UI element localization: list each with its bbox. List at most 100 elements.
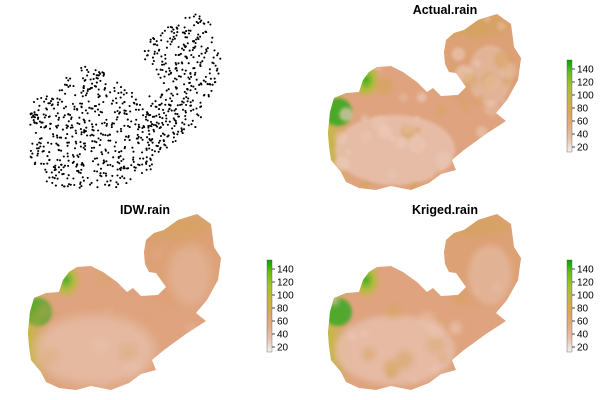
- sample-point: [207, 21, 210, 24]
- sample-point: [76, 163, 79, 166]
- legend-tick-label: 20: [577, 343, 589, 354]
- sample-point: [188, 81, 191, 85]
- sample-point: [157, 108, 161, 111]
- sample-point: [134, 123, 137, 126]
- sample-point: [212, 56, 215, 59]
- sample-point: [187, 32, 191, 35]
- sample-point: [157, 141, 160, 144]
- sample-point: [81, 95, 84, 98]
- sample-point: [193, 73, 196, 76]
- sample-point: [177, 115, 180, 118]
- sample-point: [118, 106, 121, 109]
- sample-point: [199, 82, 202, 85]
- sample-point: [92, 129, 95, 132]
- sample-point: [73, 147, 77, 150]
- sample-point: [162, 63, 166, 66]
- sample-point: [171, 140, 174, 143]
- sample-point: [161, 68, 164, 72]
- sample-point: [80, 133, 83, 136]
- sample-point: [78, 153, 81, 156]
- sample-point: [191, 40, 195, 43]
- sample-point: [138, 164, 141, 167]
- sample-point: [181, 47, 184, 50]
- sample-point: [172, 28, 175, 31]
- sample-point: [186, 42, 189, 45]
- sample-point: [114, 97, 118, 100]
- sample-point: [33, 163, 36, 166]
- sample-point: [172, 136, 175, 139]
- sample-point: [206, 83, 209, 86]
- sample-point: [79, 102, 82, 105]
- sample-point: [180, 128, 184, 132]
- sample-point: [205, 50, 208, 53]
- sample-point: [48, 127, 52, 130]
- sample-point: [149, 120, 153, 123]
- sample-point: [58, 98, 61, 101]
- sample-point: [182, 128, 186, 131]
- sample-point: [140, 136, 143, 139]
- sample-point: [117, 183, 120, 186]
- sample-point: [156, 52, 159, 55]
- sample-point: [155, 68, 158, 71]
- sample-point: [98, 71, 101, 74]
- sample-point: [162, 111, 166, 115]
- sample-point: [105, 95, 108, 98]
- sample-point: [176, 104, 179, 107]
- sample-point: [216, 67, 219, 70]
- sample-point: [90, 133, 94, 136]
- sample-point: [37, 149, 40, 153]
- sample-point: [114, 149, 117, 153]
- sample-point: [69, 113, 72, 117]
- sample-point: [151, 138, 154, 141]
- sample-point: [182, 97, 185, 100]
- sample-point: [45, 95, 48, 98]
- sample-point: [55, 114, 58, 117]
- sample-point: [81, 111, 84, 114]
- sample-point: [67, 113, 70, 116]
- sample-point: [57, 101, 60, 104]
- kriged-raster: [328, 214, 521, 390]
- sample-point: [51, 176, 54, 179]
- sample-point: [43, 126, 46, 129]
- sample-point: [63, 83, 67, 86]
- sample-point: [146, 136, 149, 139]
- sample-point: [164, 98, 167, 101]
- sample-point: [89, 134, 92, 137]
- sample-point: [146, 54, 149, 57]
- sample-point: [184, 16, 187, 19]
- sample-point: [157, 122, 160, 125]
- sample-point: [172, 80, 175, 83]
- sample-point: [112, 122, 116, 125]
- sample-point: [194, 45, 197, 48]
- sample-point: [73, 108, 76, 111]
- sample-point: [34, 113, 37, 116]
- sample-point: [79, 141, 82, 144]
- sample-point: [164, 103, 167, 106]
- sample-point: [148, 147, 151, 150]
- sample-point: [112, 156, 115, 159]
- sample-point: [62, 107, 66, 110]
- sample-point: [141, 130, 144, 134]
- sample-point: [177, 75, 181, 78]
- sample-point: [69, 183, 72, 186]
- sample-point: [173, 118, 176, 121]
- sample-point: [155, 144, 158, 147]
- sample-point: [165, 146, 168, 149]
- sample-point: [122, 158, 125, 161]
- sample-point: [128, 126, 131, 129]
- sample-point: [39, 142, 42, 145]
- sample-point: [125, 167, 129, 170]
- sample-point: [127, 134, 130, 138]
- sample-point: [78, 186, 81, 189]
- sample-point: [151, 102, 154, 105]
- sample-point: [71, 135, 74, 138]
- sample-point: [173, 109, 176, 112]
- sample-point: [93, 105, 96, 108]
- sample-point: [219, 57, 222, 60]
- sample-point: [31, 152, 34, 155]
- sample-point: [161, 60, 164, 63]
- sample-point: [130, 91, 134, 94]
- sample-point: [201, 60, 204, 63]
- sample-point: [136, 133, 139, 136]
- sample-point: [173, 37, 176, 40]
